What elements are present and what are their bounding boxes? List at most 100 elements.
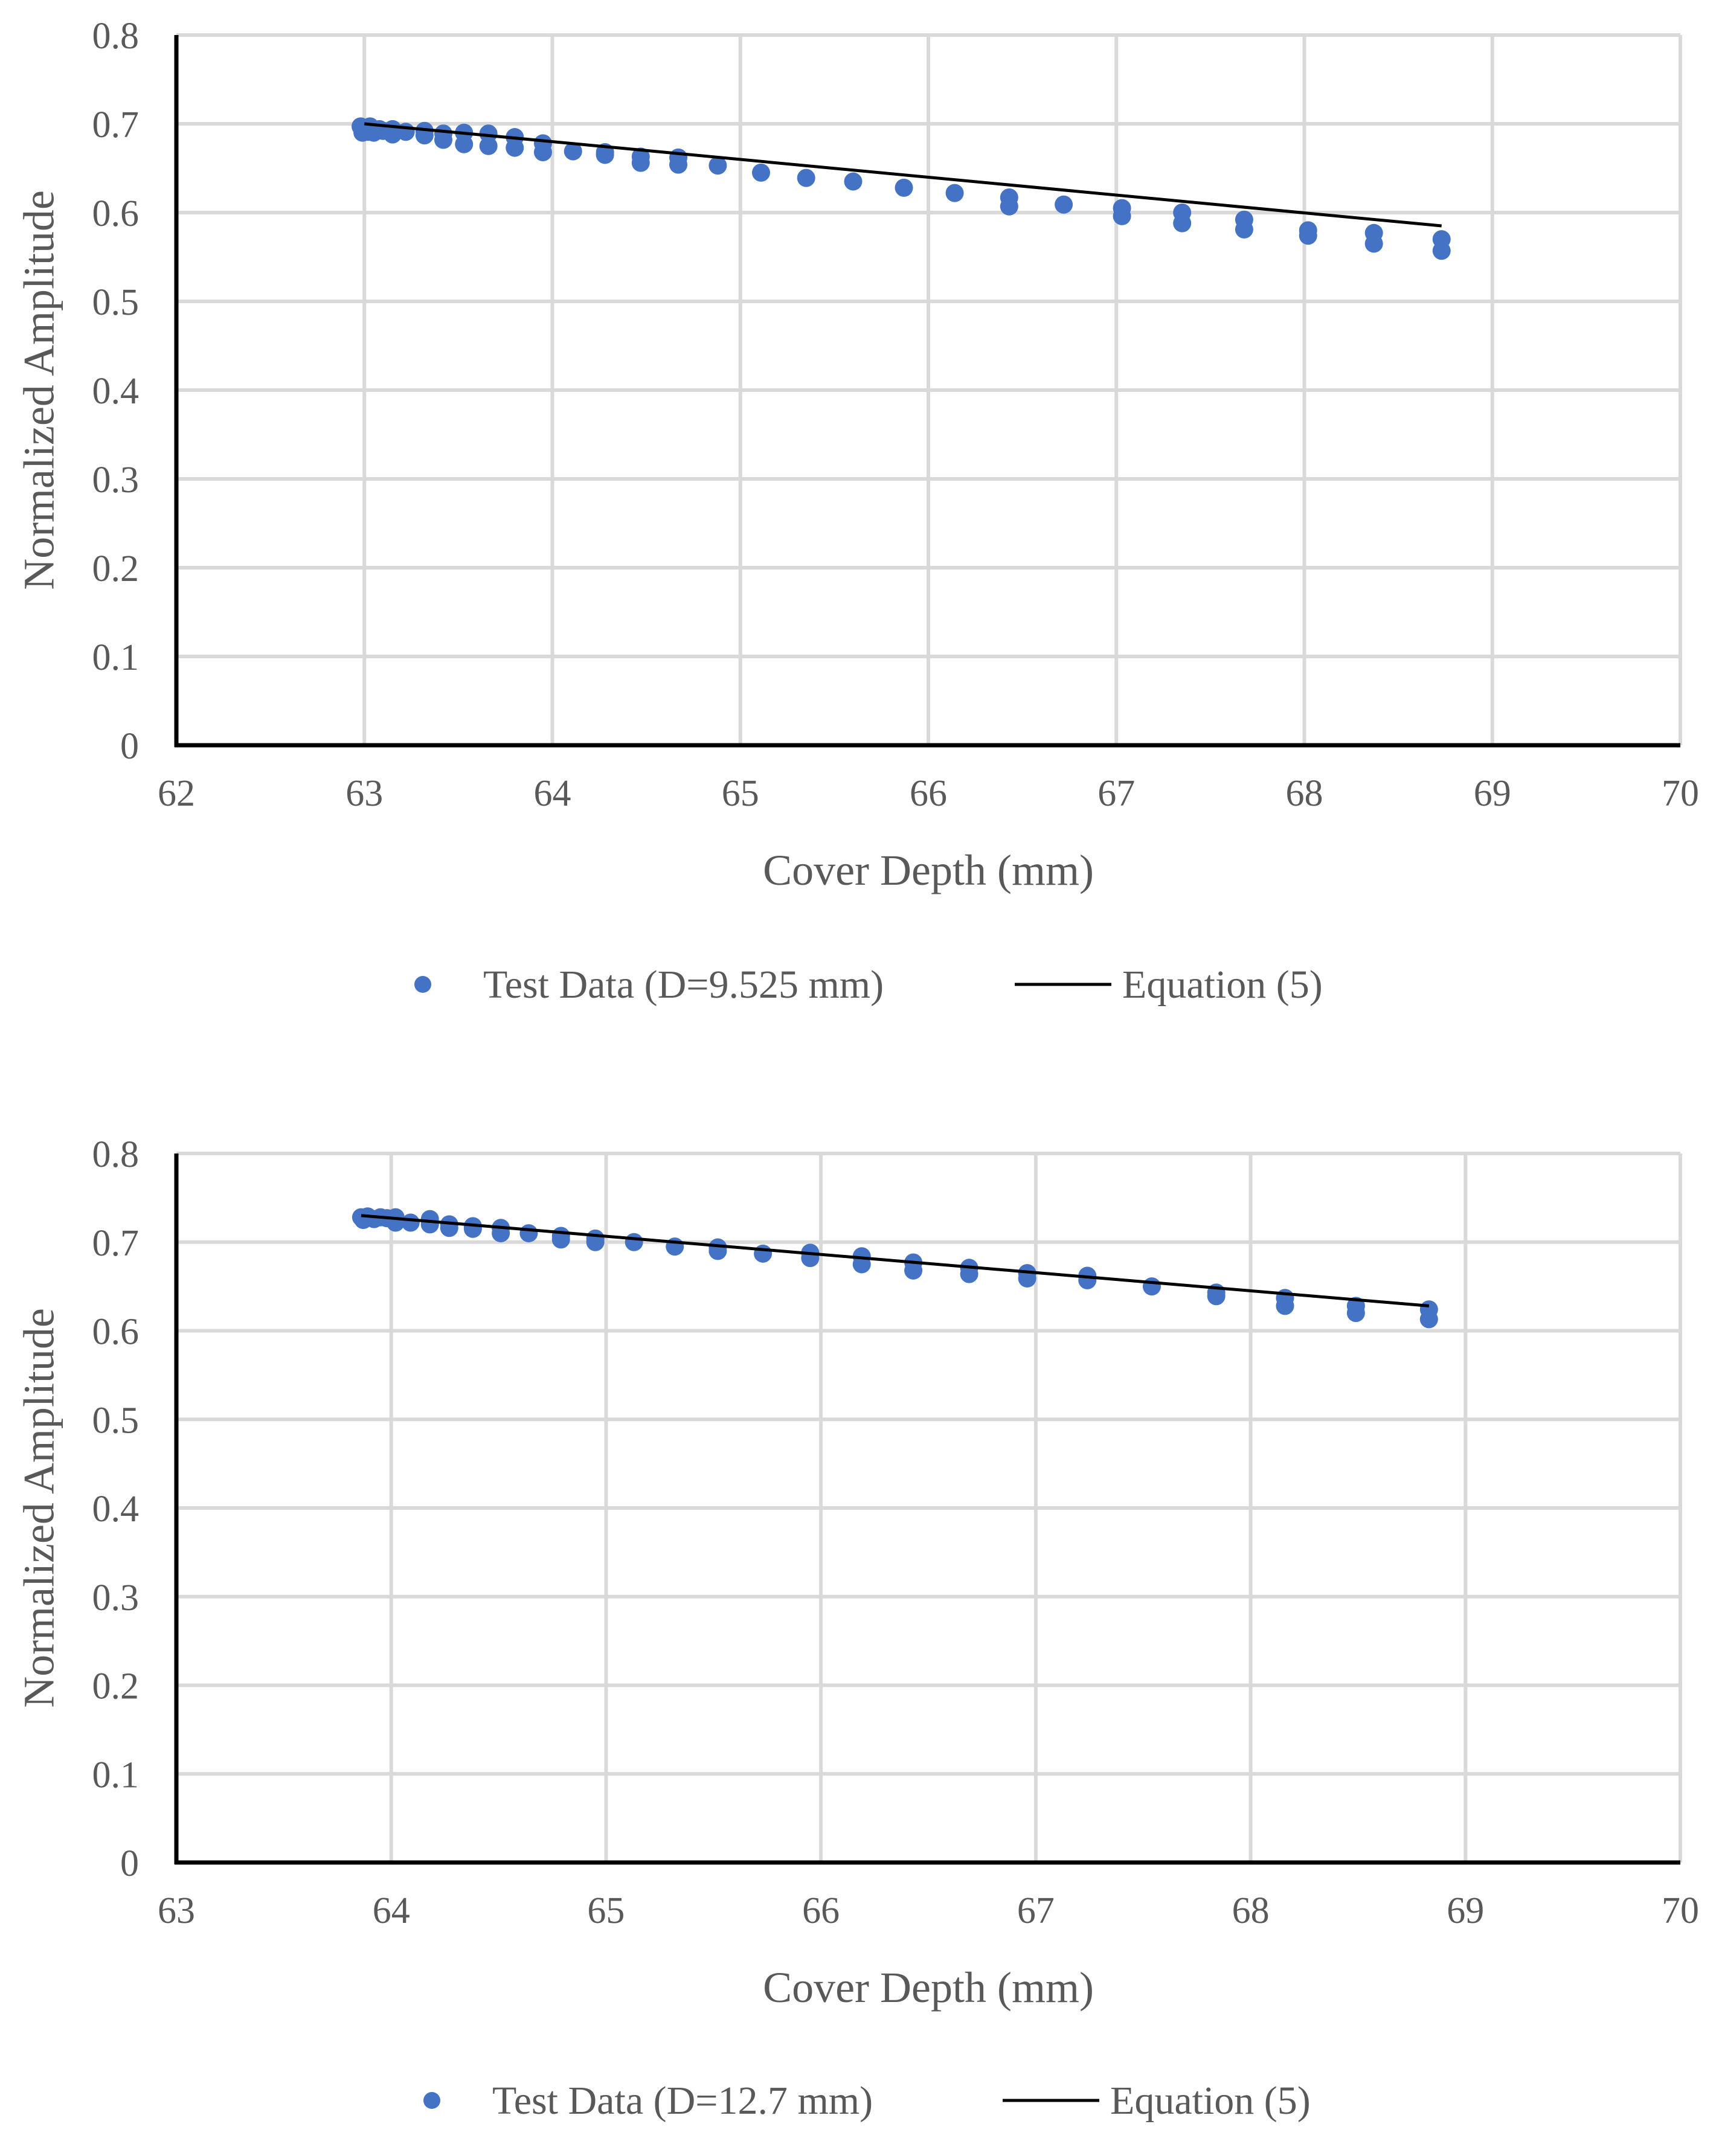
equation-line — [364, 122, 1442, 228]
y-tick-label: 0.1 — [92, 1754, 140, 1795]
x-tick-label: 70 — [1662, 773, 1699, 814]
data-point — [1299, 226, 1317, 245]
legend-label-equation: Equation (5) — [1122, 963, 1323, 1007]
data-point — [420, 1215, 439, 1234]
data-point — [669, 155, 688, 174]
y-tick-label: 0.2 — [92, 1666, 140, 1707]
data-point — [945, 184, 964, 202]
x-tick-label: 70 — [1662, 1890, 1699, 1931]
data-point — [1113, 207, 1131, 225]
data-point — [904, 1261, 923, 1280]
x-tick-label: 66 — [802, 1890, 840, 1931]
y-tick-label: 0 — [120, 726, 139, 767]
x-tick-label: 65 — [722, 773, 759, 814]
data-point — [1207, 1287, 1226, 1306]
y-tick-label: 0.5 — [92, 282, 140, 323]
x-tick-label: 64 — [534, 773, 571, 814]
data-point — [396, 123, 415, 141]
y-tick-label: 0.8 — [92, 16, 140, 57]
data-point — [586, 1233, 605, 1251]
legend-marker-test-data — [423, 2092, 440, 2109]
y-tick-label: 0.4 — [92, 371, 140, 412]
data-point — [708, 156, 727, 175]
x-tick-label: 65 — [587, 1890, 625, 1931]
legend-label-test-data: Test Data (D=9.525 mm) — [483, 963, 884, 1007]
data-point — [506, 138, 524, 157]
data-point — [1419, 1310, 1438, 1329]
legend: Test Data (D=9.525 mm) Equation (5) — [414, 963, 1323, 1007]
tick-labels: 63 64 65 66 67 68 69 70 0 0.1 0.2 0.3 0.4 0.5 0.6 0.7 0.… — [92, 1134, 1700, 1931]
y-tick-label: 0.4 — [92, 1489, 140, 1530]
data-point — [1364, 234, 1383, 253]
data-point — [625, 1233, 643, 1251]
y-tick-label: 0.6 — [92, 193, 140, 234]
y-tick-label: 0.5 — [92, 1400, 140, 1441]
y-tick-label: 0.6 — [92, 1312, 140, 1353]
data-point — [631, 153, 650, 172]
y-tick-label: 0.8 — [92, 1134, 140, 1175]
chart-cover-depth-d127: 63 64 65 66 67 68 69 70 0 0.1 0.2 0.3 0.4 0.5 0.6 0.7 0.… — [15, 1134, 1699, 2123]
data-point — [797, 168, 815, 187]
legend: Test Data (D=12.7 mm) Equation (5) — [423, 2079, 1311, 2123]
y-axis-title: Normalized Amplitude — [15, 190, 63, 590]
series — [352, 117, 1451, 260]
gridlines — [176, 1152, 1682, 1862]
data-point — [1055, 195, 1073, 214]
x-tick-label: 68 — [1232, 1890, 1270, 1931]
data-point — [960, 1265, 978, 1283]
data-point — [479, 124, 498, 143]
data-point — [1173, 214, 1192, 233]
y-tick-label: 0 — [120, 1843, 139, 1884]
data-point — [1432, 242, 1451, 260]
axes — [174, 1153, 1680, 1865]
legend-label-equation: Equation (5) — [1110, 2079, 1311, 2123]
tick-labels: 62 63 64 65 66 67 68 69 70 0 0.1 0.2 0.3 0.4 0.5 0.6 0.7… — [92, 16, 1700, 814]
data-point — [751, 163, 770, 182]
data-point — [455, 135, 474, 153]
x-axis-title: Cover Depth (mm) — [763, 846, 1094, 894]
legend-label-test-data: Test Data (D=12.7 mm) — [492, 2079, 873, 2123]
x-tick-label: 66 — [910, 773, 947, 814]
data-point — [895, 178, 913, 197]
data-point — [479, 136, 498, 155]
x-tick-label: 69 — [1447, 1890, 1484, 1931]
x-tick-label: 62 — [158, 773, 195, 814]
y-axis-title: Normalized Amplitude — [15, 1308, 63, 1708]
axes — [174, 35, 1680, 748]
data-point — [434, 130, 452, 149]
data-point — [551, 1230, 570, 1249]
x-tick-label: 67 — [1017, 1890, 1055, 1931]
legend-marker-test-data — [414, 976, 431, 993]
y-tick-label: 0.7 — [92, 1223, 140, 1264]
x-tick-label: 69 — [1474, 773, 1511, 814]
data-point — [596, 146, 614, 164]
x-axis-title: Cover Depth (mm) — [763, 1963, 1094, 2012]
data-point — [754, 1244, 773, 1263]
data-point — [533, 143, 552, 162]
data-point — [1078, 1271, 1097, 1289]
y-tick-label: 0.1 — [92, 637, 140, 678]
y-tick-label: 0.7 — [92, 104, 140, 146]
data-point — [1276, 1297, 1294, 1315]
gridlines — [176, 33, 1682, 745]
x-tick-label: 68 — [1286, 773, 1323, 814]
x-tick-label: 63 — [158, 1890, 195, 1931]
series — [352, 1207, 1438, 1329]
data-point — [1142, 1277, 1161, 1296]
data-point — [1018, 1269, 1036, 1288]
equation-line — [361, 1214, 1430, 1307]
y-tick-label: 0.3 — [92, 1577, 140, 1619]
data-point — [519, 1224, 538, 1243]
data-point — [1235, 220, 1253, 239]
y-tick-label: 0.2 — [92, 548, 140, 589]
data-point — [844, 172, 863, 191]
y-tick-label: 0.3 — [92, 460, 140, 501]
data-point — [401, 1213, 420, 1232]
chart-cover-depth-d9525: 62 63 64 65 66 67 68 69 70 0 0.1 0.2 0.3 0.4 0.5 0.6 0.7… — [15, 16, 1699, 1007]
data-point — [1346, 1304, 1365, 1323]
data-point — [564, 142, 582, 161]
x-tick-label: 67 — [1097, 773, 1135, 814]
data-point — [1000, 197, 1018, 216]
data-point — [463, 1219, 482, 1238]
